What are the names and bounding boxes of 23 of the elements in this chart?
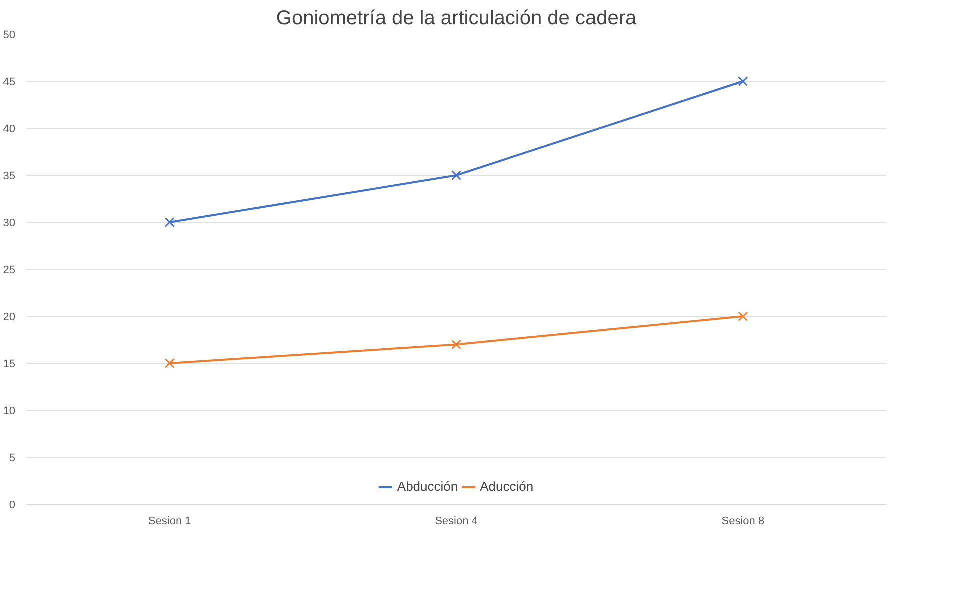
point	[738, 76, 748, 86]
point	[452, 340, 462, 350]
y-tick-label: 50	[3, 30, 16, 42]
x-tick-label: Sesion 4	[435, 516, 478, 528]
point	[164, 358, 175, 368]
y-tick-label: 40	[3, 124, 16, 136]
x-tick-label: Sesion 8	[722, 516, 765, 528]
y-tick-label: 10	[3, 406, 16, 418]
legend-label: Abducción	[397, 479, 458, 494]
y-tick-label: 15	[3, 358, 16, 370]
y-tick-label: 25	[3, 264, 16, 276]
legend-label: Aducción	[480, 479, 534, 494]
chart-title: Goniometría de la articulación de cadera	[276, 8, 638, 30]
y-tick-label: 0	[9, 500, 16, 512]
y-tick-label: 45	[3, 76, 16, 88]
point	[738, 312, 748, 322]
y-tick-label: 5	[9, 452, 16, 464]
point	[452, 170, 462, 180]
y-tick-label: 30	[3, 218, 16, 230]
y-tick-label: 20	[3, 312, 16, 324]
x-tick-label: Sesion 1	[148, 516, 192, 528]
y-tick-label: 35	[3, 170, 16, 182]
point	[164, 218, 175, 228]
